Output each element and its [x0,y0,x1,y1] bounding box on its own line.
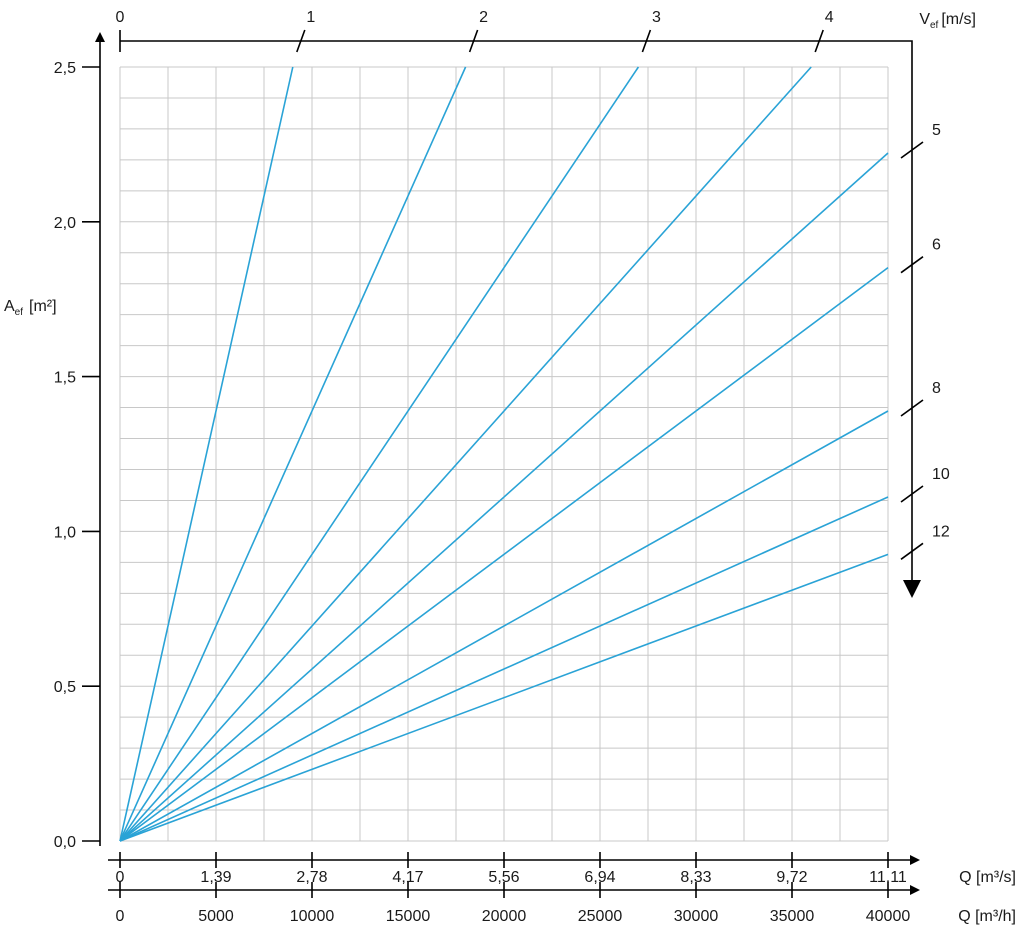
series-line-2 [119,66,467,842]
velocity-label-2: 2 [479,9,488,26]
series-line-6 [119,267,889,842]
y-axis-arrow [95,32,105,42]
velocity-axis-line [120,40,913,582]
x-axis-m3h-unit: Q [m³/h] [958,908,1016,925]
y-tick-label: 0,0 [54,834,76,851]
y-axis-label: Aef [m²] [4,298,57,318]
series-line-8 [119,410,889,842]
x-axis-m3s-unit: Q [m³/s] [959,869,1016,886]
x-tick-label-m3h: 20000 [482,908,527,925]
velocity-label-1: 1 [306,9,315,26]
velocity-tick-8 [900,399,924,417]
velocity-tick-2 [468,29,479,53]
y-tick-label: 1,0 [54,524,76,541]
y-tick-label: 1,5 [54,370,76,387]
velocity-tick-1 [296,29,306,53]
x-tick-label-m3s: 6,94 [584,869,615,886]
x-tick-label-m3s: 0 [116,869,125,886]
x-tick-label-m3h: 25000 [578,908,623,925]
x-tick-label-m3s: 11,11 [869,869,907,886]
x-tick-label-m3h: 5000 [198,908,234,925]
grid [119,66,889,842]
velocity-tick-5 [900,141,924,159]
velocity-axis-arrow [903,580,921,598]
x-tick-label-m3s: 1,39 [200,869,231,886]
series-lines [119,66,889,842]
velocity-tick-4 [814,29,824,53]
velocity-axis-title: Vef [m/s] [919,11,976,31]
x-tick-label-m3h: 35000 [770,908,815,925]
axes [82,29,924,898]
series-line-10 [119,496,889,842]
velocity-label-10: 10 [932,466,950,483]
series-line-1 [119,66,294,842]
velocity-label-3: 3 [652,9,661,26]
labels: 0,0 0,5 1,0 1,5 2,0 2,5 Aef [m²] 0 1,39 2,78 4,17 5,… [4,9,1016,925]
velocity-label-5: 5 [932,122,941,139]
y-tick-label: 2,5 [54,60,76,77]
x-axis-m3s-arrow [910,855,920,865]
x-tick-label-m3s: 9,72 [776,869,807,886]
y-tick-label: 0,5 [54,679,76,696]
velocity-label-4: 4 [825,9,834,26]
x-tick-label-m3h: 0 [116,908,125,925]
series-line-12 [119,553,889,842]
velocity-tick-3 [641,29,652,53]
series-line-3 [119,66,640,842]
velocity-label-6: 6 [932,237,941,254]
x-tick-label-m3h: 40000 [866,908,911,925]
x-tick-label-m3h: 10000 [290,908,335,925]
velocity-label-8: 8 [932,380,941,397]
x-tick-label-m3h: 15000 [386,908,431,925]
y-tick-label: 2,0 [54,215,76,232]
velocity-label-12: 12 [932,523,950,540]
x-axis-m3h-arrow [910,885,920,895]
velocity-tick-10 [900,485,924,503]
x-tick-label-m3s: 4,17 [392,869,423,886]
x-tick-label-m3h: 30000 [674,908,719,925]
series-line-5 [119,152,889,842]
x-tick-label-m3s: 2,78 [296,869,327,886]
x-tick-label-m3s: 8,33 [680,869,711,886]
velocity-tick-12 [900,542,924,560]
x-tick-label-m3s: 5,56 [488,869,519,886]
velocity-zero-label: 0 [116,9,125,26]
velocity-tick-6 [900,256,924,274]
series-line-4 [119,66,812,842]
